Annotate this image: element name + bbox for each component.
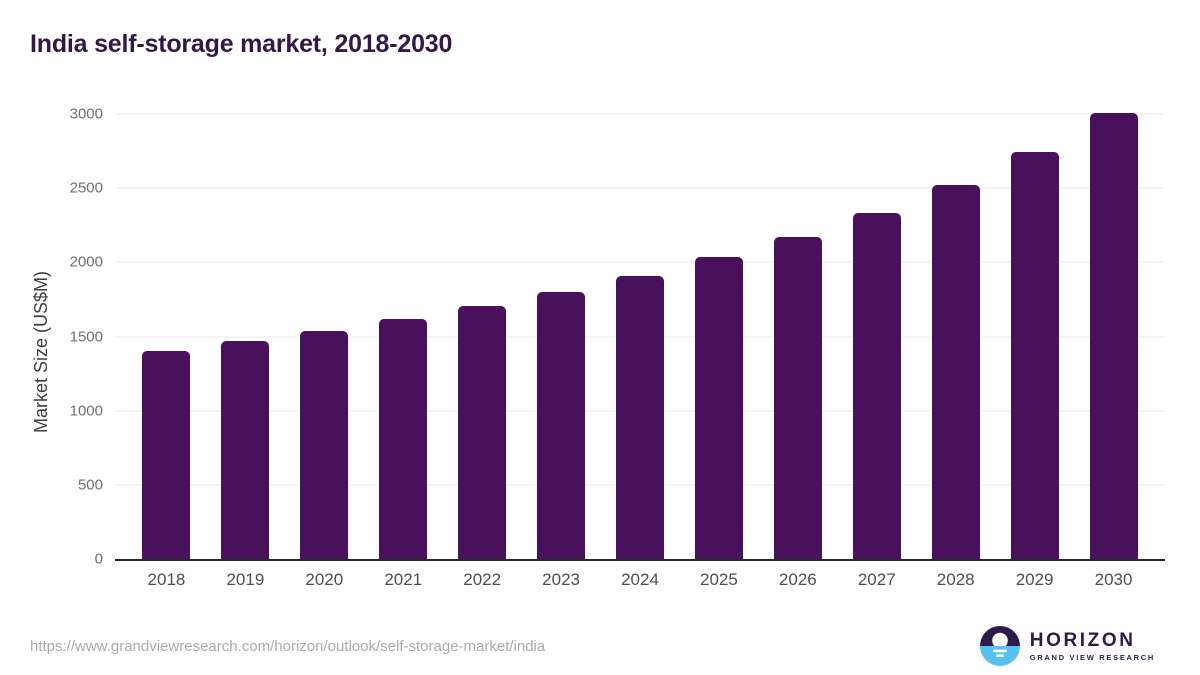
x-tick-label-2018: 2018 <box>147 570 186 589</box>
bar-slot-2022 <box>443 114 522 559</box>
y-axis-title: Market Size (US$M) <box>30 114 52 590</box>
bar-2022 <box>458 306 507 559</box>
horizon-sun-icon <box>979 626 1020 666</box>
bar-chart: Market Size (US$M) 0 500 1000 1500 2000 2500 3… <box>30 106 1165 590</box>
gridline-3000 <box>115 113 1165 115</box>
y-tick-label-0: 0 <box>94 550 103 568</box>
bar-2030 <box>1089 113 1138 559</box>
x-tick-label-2023: 2023 <box>542 570 580 589</box>
plot-column: 0 500 1000 1500 2000 2500 3000 2018 2019 2020 202… <box>52 106 1165 590</box>
bar-slot-2027 <box>837 114 916 559</box>
y-tick-label-2500: 2500 <box>69 179 103 197</box>
bar-slot-2026 <box>758 114 837 559</box>
chart-title: India self-storage market, 2018-2030 <box>30 30 453 58</box>
x-tick-label-2022: 2022 <box>463 570 502 589</box>
source-url: https://www.grandviewresearch.com/horizo… <box>30 637 546 655</box>
x-tick-label-2027: 2027 <box>857 570 896 589</box>
bar-2018 <box>142 351 191 559</box>
x-tick-label-2030: 2030 <box>1094 570 1133 589</box>
bar-2027 <box>852 213 901 559</box>
bar-slot-2021 <box>364 114 443 559</box>
x-tick-label-2028: 2028 <box>936 570 975 589</box>
x-tick-label-2024: 2024 <box>621 570 659 589</box>
bar-slot-2019 <box>206 114 285 559</box>
y-tick-label-3000: 3000 <box>69 105 103 123</box>
gridline-2500 <box>115 187 1165 189</box>
footer: https://www.grandviewresearch.com/horizo… <box>30 626 1155 666</box>
plot-area: 0 500 1000 1500 2000 2500 3000 <box>70 106 1165 568</box>
horizon-logo: HORIZON GRAND VIEW RESEARCH <box>979 626 1155 666</box>
y-axis-title-text: Market Size (US$M) <box>30 270 51 434</box>
x-tick-label-2026: 2026 <box>778 570 817 589</box>
bar-slot-2020 <box>285 114 364 559</box>
bar-slot-2029 <box>995 114 1074 559</box>
y-tick-label-1000: 1000 <box>69 402 103 420</box>
logo-subtitle: GRAND VIEW RESEARCH <box>1029 652 1155 662</box>
gridline-2000 <box>115 261 1165 263</box>
bar-slot-2018 <box>127 114 206 559</box>
bar-2028 <box>931 185 980 559</box>
bar-2023 <box>537 292 586 559</box>
bar-slot-2023 <box>522 114 601 559</box>
x-tick-label-2021: 2021 <box>384 570 423 589</box>
bar-slot-2030 <box>1074 113 1153 559</box>
x-tick-label-2020: 2020 <box>305 570 344 589</box>
x-tick-label-2025: 2025 <box>700 570 738 589</box>
bar-2020 <box>300 331 349 559</box>
y-tick-label-1500: 1500 <box>69 328 103 345</box>
bar-2025 <box>694 257 743 559</box>
x-tick-label-2019: 2019 <box>226 570 265 589</box>
bar-2029 <box>1010 151 1059 559</box>
bar-2019 <box>221 340 270 559</box>
bar-2026 <box>773 237 822 559</box>
bars-container <box>115 113 1165 559</box>
logo-name: HORIZON <box>1029 629 1136 651</box>
bar-2024 <box>615 275 664 559</box>
bar-slot-2025 <box>679 114 758 559</box>
bar-slot-2024 <box>601 114 680 559</box>
x-tick-label-2029: 2029 <box>1015 570 1054 589</box>
bar-slot-2028 <box>916 114 995 559</box>
bar-2021 <box>379 318 428 559</box>
x-axis-labels: 2018 2019 2020 2021 2022 2023 2024 2025 2026 2027… <box>115 570 1165 590</box>
y-tick-label-2000: 2000 <box>69 253 103 271</box>
y-tick-label-500: 500 <box>77 476 103 494</box>
logo-text: HORIZON GRAND VIEW RESEARCH <box>1030 631 1155 662</box>
